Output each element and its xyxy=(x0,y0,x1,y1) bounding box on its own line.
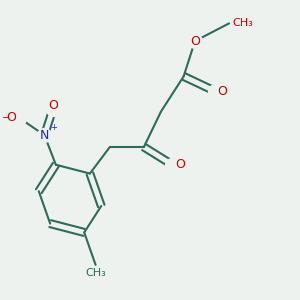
Text: O: O xyxy=(48,99,58,112)
Text: O: O xyxy=(175,158,185,171)
Text: O: O xyxy=(190,34,200,48)
Text: O: O xyxy=(218,85,228,98)
Text: +: + xyxy=(50,123,57,132)
Text: CH₃: CH₃ xyxy=(85,268,106,278)
Text: O: O xyxy=(6,111,16,124)
Text: −: − xyxy=(2,112,11,123)
Text: N: N xyxy=(40,129,49,142)
Text: CH₃: CH₃ xyxy=(232,18,253,28)
